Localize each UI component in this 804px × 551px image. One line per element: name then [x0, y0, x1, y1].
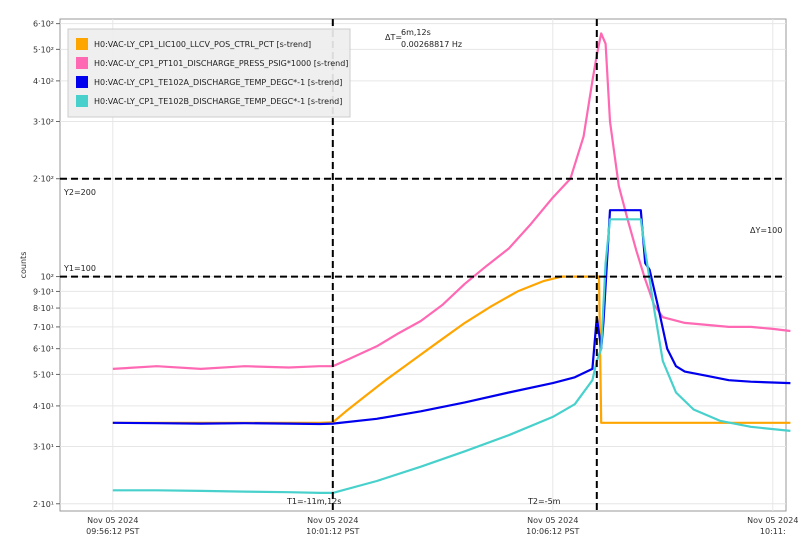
cursor-t1-label: T1=-11m,12s	[286, 497, 341, 506]
legend-label-3: H0:VAC-LY_CP1_TE102A_DISCHARGE_TEMP_DEGC…	[94, 78, 342, 87]
series-line-4	[112, 218, 791, 494]
x-tick-time: 10:06:12 PST	[526, 527, 579, 536]
legend: H0:VAC-LY_CP1_LIC100_LLCV_POS_CTRL_PCT […	[67, 28, 351, 118]
x-tick-time: 10:01:12 PST	[306, 527, 359, 536]
delta-t-value: 6m,12s	[401, 28, 431, 37]
y-axis-ticks: 2·10¹ 3·10¹ 4·10¹ 5·10¹ 6·10¹ 7·10¹ 8·10¹ 9·10¹…	[33, 20, 60, 509]
y-tick-label: 7·10¹	[33, 323, 54, 332]
y-tick-label: 8·10¹	[33, 304, 54, 313]
x-tick-date: Nov 05 2024	[87, 516, 138, 525]
y-tick-label: 3·10²	[33, 117, 54, 126]
delta-t-frequency: 0.00268817 Hz	[401, 40, 462, 49]
y-tick-label: 5·10¹	[33, 370, 54, 379]
y-tick-label: 10²	[41, 273, 54, 282]
y-tick-label: 6·10¹	[33, 345, 54, 354]
x-tick-time: 10:11:	[760, 527, 786, 536]
x-tick-date: Nov 05 2024	[747, 516, 798, 525]
series-line-1	[112, 275, 791, 424]
series-line-2	[112, 32, 791, 370]
legend-label-1: H0:VAC-LY_CP1_LIC100_LLCV_POS_CTRL_PCT […	[94, 40, 311, 49]
y-tick-label: 9·10¹	[33, 287, 54, 296]
x-axis-ticks: Nov 05 2024 09:56:12 PST Nov 05 2024 10:01:…	[86, 516, 798, 536]
legend-swatch-2	[76, 57, 88, 69]
delta-y-label: ΔY=100	[750, 226, 782, 235]
y-tick-label: 5·10²	[33, 45, 54, 54]
series-lines	[112, 32, 791, 494]
y-axis-label: counts	[19, 252, 28, 279]
legend-swatch-1	[76, 38, 88, 50]
legend-box	[67, 28, 351, 118]
x-tick-time: 09:56:12 PST	[86, 527, 139, 536]
cursor-t2-label: T2=-5m	[527, 497, 561, 506]
y-tick-label: 3·10¹	[33, 443, 54, 452]
x-tick-date: Nov 05 2024	[527, 516, 578, 525]
x-tick-date: Nov 05 2024	[307, 516, 358, 525]
y-tick-label: 2·10¹	[33, 500, 54, 509]
cursor-y1-label: Y1=100	[63, 264, 96, 273]
legend-swatch-3	[76, 76, 88, 88]
legend-label-4: H0:VAC-LY_CP1_TE102B_DISCHARGE_TEMP_DEGC…	[94, 97, 342, 106]
cursor-y2-label: Y2=200	[63, 188, 96, 197]
y-tick-label: 4·10¹	[33, 402, 54, 411]
legend-label-2: H0:VAC-LY_CP1_PT101_DISCHARGE_PRESS_PSIG…	[94, 59, 348, 68]
legend-swatch-4	[76, 95, 88, 107]
y-tick-label: 4·10²	[33, 77, 54, 86]
delta-t-symbol: ΔT=	[385, 33, 402, 42]
y-tick-label: 2·10²	[33, 175, 54, 184]
y-tick-label: 6·10²	[33, 20, 54, 29]
